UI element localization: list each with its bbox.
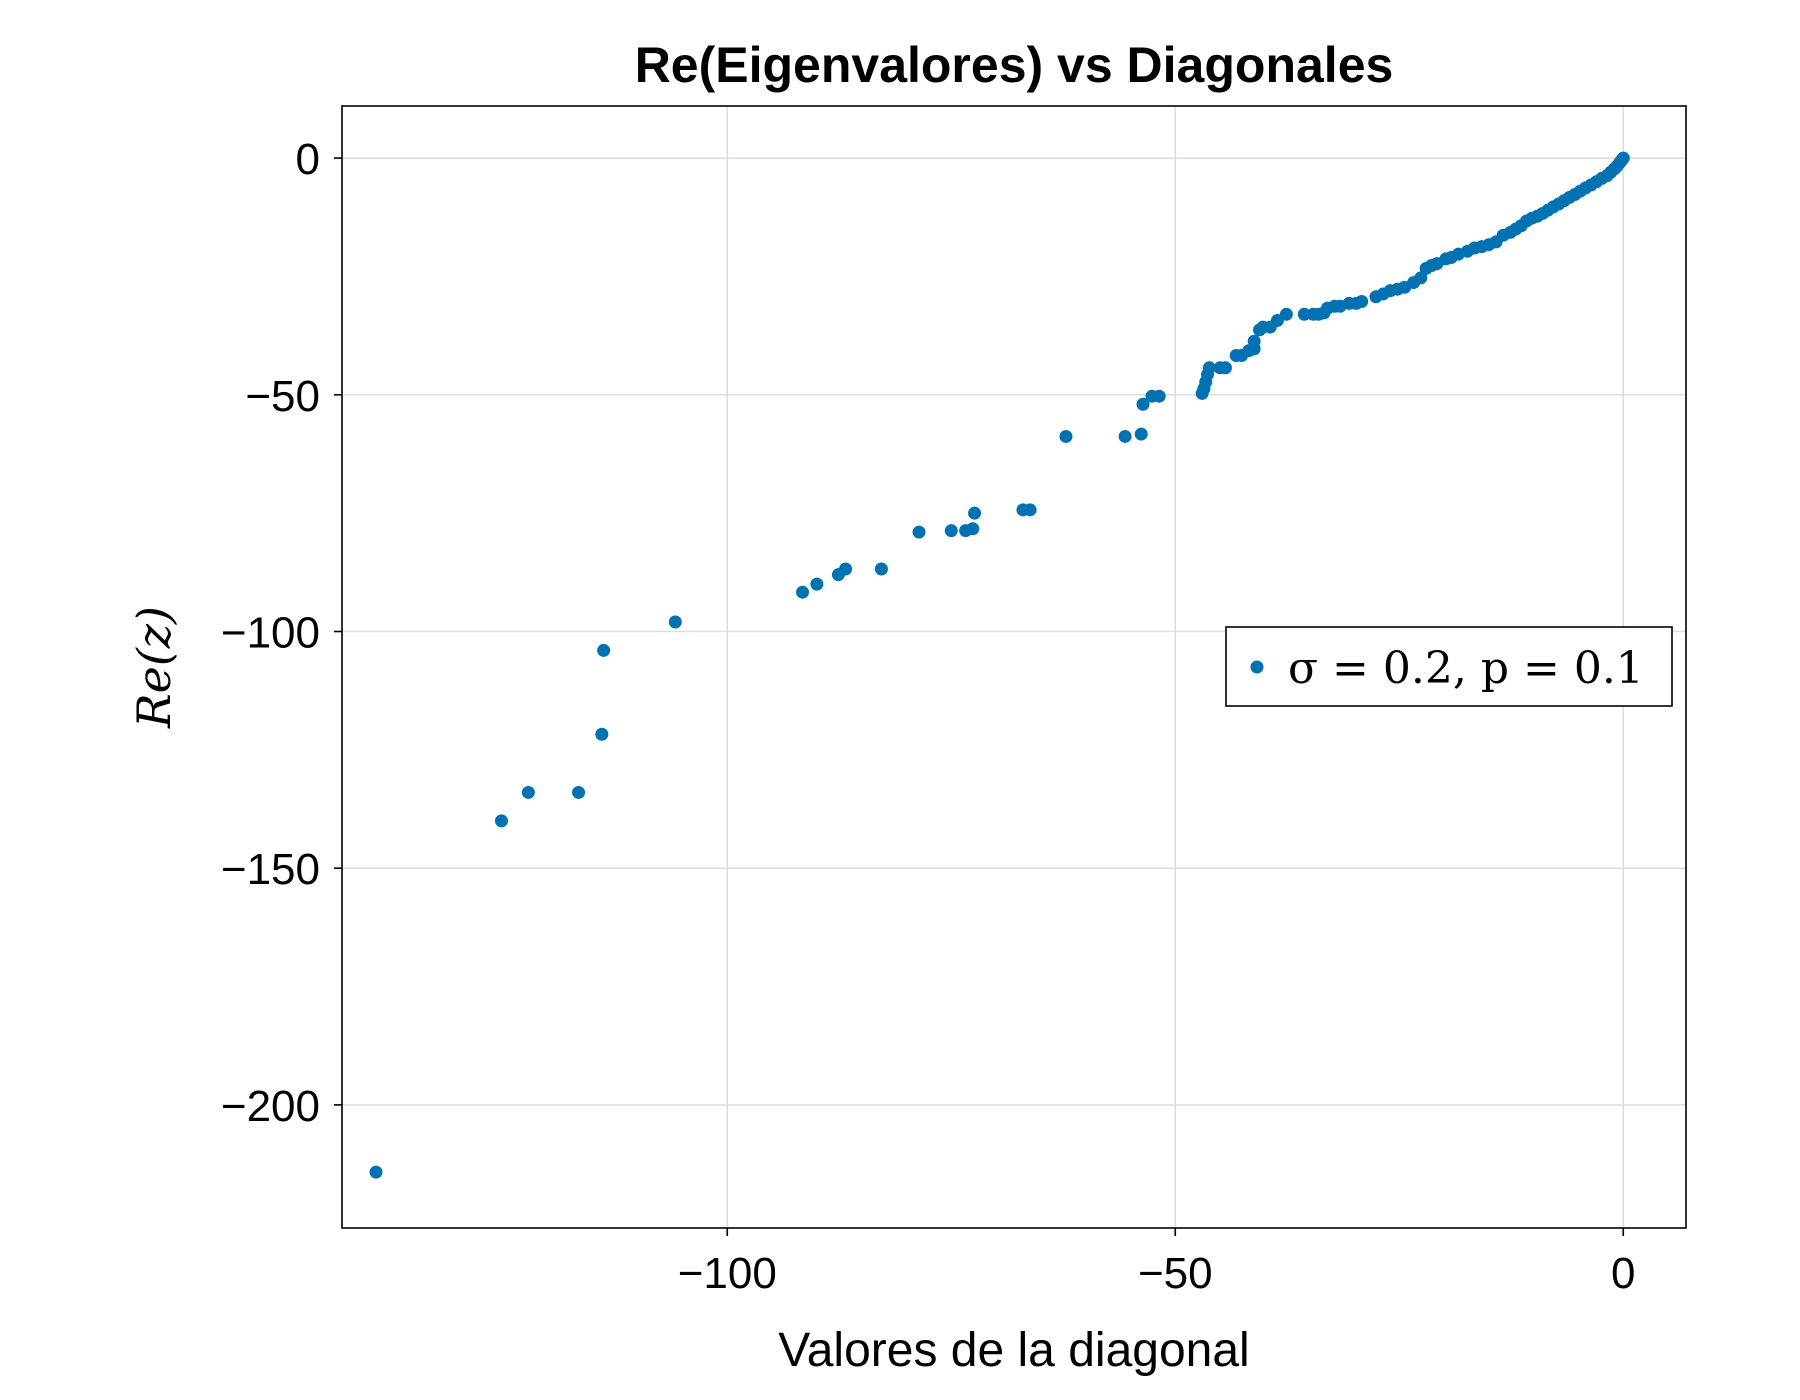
legend: σ = 0.2, p = 0.1 [1225, 626, 1673, 707]
data-point [1414, 271, 1428, 285]
data-point [1616, 151, 1630, 165]
data-point [1118, 429, 1132, 443]
x-tick-label: −50 [1138, 1249, 1213, 1298]
data-point [1279, 307, 1293, 321]
data-point [521, 785, 535, 799]
grid-lines [342, 106, 1686, 1228]
data-point [912, 525, 926, 539]
data-point [1297, 307, 1311, 321]
y-tick-label: −100 [221, 608, 320, 657]
y-tick-label: −200 [221, 1082, 320, 1131]
chart-title: Re(Eigenvalores) vs Diagonales [635, 37, 1394, 93]
data-point [1247, 334, 1261, 348]
data-point [1355, 295, 1369, 309]
data-point [1023, 503, 1037, 517]
data-point [369, 1165, 383, 1179]
data-point [1152, 389, 1166, 403]
legend-box [1225, 626, 1673, 707]
data-point [1136, 397, 1150, 411]
y-tick-label: 0 [296, 135, 320, 184]
data-point [494, 814, 508, 828]
data-point [597, 643, 611, 657]
x-tick-label: −100 [678, 1249, 777, 1298]
data-point [1202, 361, 1216, 375]
legend-marker [1250, 660, 1264, 674]
data-point [966, 522, 980, 536]
data-point [595, 727, 609, 741]
x-axis-label: Valores de la diagonal [778, 1324, 1249, 1377]
data-point [810, 577, 824, 591]
y-tick-label: −50 [245, 372, 320, 421]
data-point [944, 524, 958, 538]
y-axis-label: Re(z) [127, 606, 181, 729]
data-point [1059, 429, 1073, 443]
y-tick-label: −150 [221, 845, 320, 894]
data-point [839, 562, 853, 576]
data-point [796, 585, 810, 599]
plot-frame [341, 105, 1687, 1229]
axis-ticks: −100 −50 0 0 −50 −100 −150 −200 [221, 135, 1636, 1298]
x-tick-label: 0 [1611, 1249, 1635, 1298]
data-point [1218, 361, 1232, 375]
data-point [1134, 427, 1148, 441]
data-point [572, 785, 586, 799]
data-points [369, 151, 1630, 1179]
legend-entry-label: σ = 0.2, p = 0.1 [1288, 643, 1644, 694]
data-point [874, 562, 888, 576]
data-point [968, 506, 982, 520]
data-point [668, 615, 682, 629]
